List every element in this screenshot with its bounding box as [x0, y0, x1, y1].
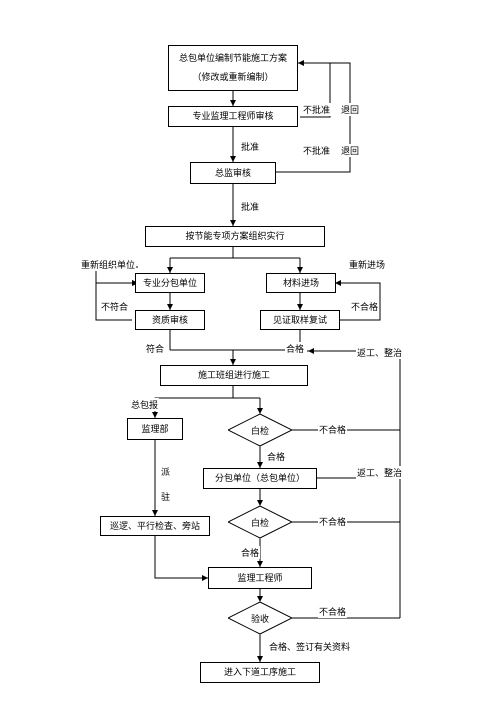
node-prepare-plan: 总包单位编制节能施工方案 （修改或重新编制） — [168, 45, 298, 91]
label-qual-3: 合格 — [240, 546, 260, 559]
label-reorg-unit: 重新组织单位 — [80, 258, 136, 271]
label-not-approve-2: 不批准 — [302, 144, 331, 157]
node-supervision-dept: 监理部 — [127, 418, 183, 440]
label-not-qual-3: 不合格 — [318, 515, 347, 528]
node-self-check-1: 白检 — [228, 414, 292, 446]
label-station: 驻 — [160, 490, 171, 503]
self-check-1-text: 白检 — [251, 424, 269, 437]
node-witness-retest: 见证取样复试 — [260, 310, 340, 330]
label-back-2: 退回 — [340, 144, 360, 157]
label-conform: 符合 — [145, 342, 165, 355]
label-approve-2: 批准 — [240, 200, 260, 213]
label-not-approve-1: 不批准 — [302, 103, 331, 116]
label-gc-report: 总包报 — [130, 398, 159, 411]
node-subcontractor: 专业分包单位 — [135, 273, 205, 293]
prepare-plan-line1: 总包单位编制节能施工方案 — [179, 52, 287, 65]
node-acceptance: 验收 — [228, 602, 292, 634]
sub-general-unit-text: 分包单位（总包单位） — [215, 472, 305, 485]
node-supervision-engineer: 监理工程师 — [208, 567, 312, 589]
label-not-conform: 不符合 — [100, 300, 129, 313]
label-back-1: 退回 — [340, 103, 360, 116]
patrol-inspect-text: 巡逻、平行检查、旁站 — [110, 520, 200, 533]
label-sign-data: 合格、签订有关资料 — [268, 640, 351, 653]
next-process-text: 进入下道工序施工 — [224, 666, 296, 679]
label-not-qual-2: 不合格 — [318, 423, 347, 436]
node-next-process: 进入下道工序施工 — [200, 662, 320, 683]
label-qual-1: 合格 — [285, 342, 305, 355]
label-not-qual-1: 不合格 — [350, 300, 379, 313]
label-not-qual-4: 不合格 — [318, 605, 347, 618]
label-rework-1: 返工、整治 — [356, 346, 403, 359]
node-sub-general-unit: 分包单位（总包单位） — [203, 468, 317, 489]
self-check-2-text: 白检 — [251, 516, 269, 529]
pro-supervisor-review-text: 专业监理工程师审核 — [192, 110, 273, 123]
node-pro-supervisor-review: 专业监理工程师审核 — [168, 106, 298, 127]
label-qual-2: 合格 — [266, 450, 286, 463]
node-qualification-review: 资质审核 — [135, 310, 205, 330]
qualification-review-text: 资质审核 — [152, 314, 188, 327]
implement-plan-text: 按节能专项方案组织实行 — [185, 230, 284, 243]
construction-team-text: 施工班组进行施工 — [198, 369, 270, 382]
label-reenter: 重新进场 — [348, 258, 386, 271]
supervision-dept-text: 监理部 — [141, 423, 168, 436]
material-entry-text: 材料进场 — [283, 277, 319, 290]
node-self-check-2: 白检 — [228, 506, 292, 538]
label-dispatch: 派 — [160, 465, 171, 478]
node-material-entry: 材料进场 — [266, 273, 336, 293]
supervision-engineer-text: 监理工程师 — [237, 572, 282, 585]
chief-review-text: 总监审核 — [215, 167, 251, 180]
prepare-plan-line2: （修改或重新编制） — [179, 71, 287, 84]
witness-retest-text: 见证取样复试 — [273, 314, 327, 327]
node-patrol-inspect: 巡逻、平行检查、旁站 — [100, 516, 210, 536]
label-rework-2: 返工、整治 — [356, 466, 403, 479]
node-implement-plan: 按节能专项方案组织实行 — [145, 226, 325, 247]
acceptance-text: 验收 — [251, 612, 269, 625]
subcontractor-text: 专业分包单位 — [143, 277, 197, 290]
label-approve-1: 批准 — [240, 140, 260, 153]
node-construction-team: 施工班组进行施工 — [160, 365, 308, 386]
node-chief-review: 总监审核 — [190, 162, 276, 184]
